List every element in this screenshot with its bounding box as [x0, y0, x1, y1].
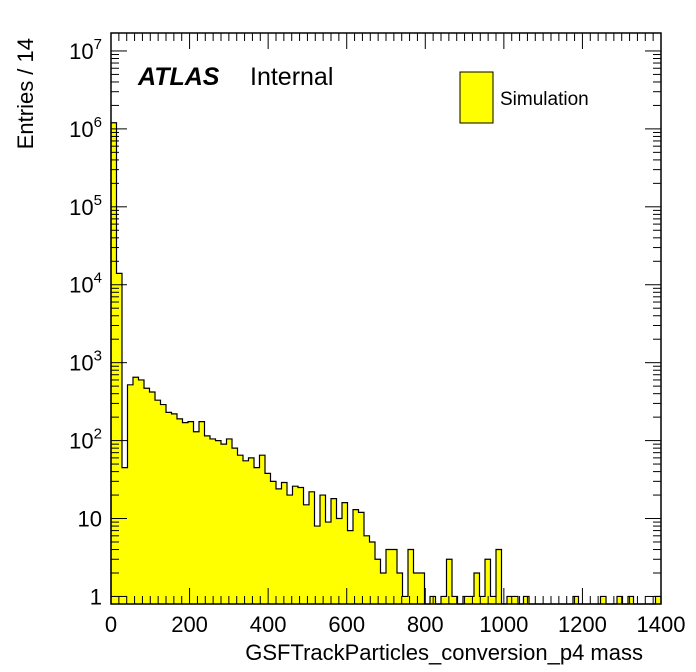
histogram-bar — [402, 596, 409, 604]
histogram-bar — [144, 388, 150, 604]
histogram-bar — [347, 530, 354, 604]
histogram-bar — [188, 421, 194, 604]
y-tick-label: 10 — [78, 507, 102, 532]
histogram-bar — [276, 488, 282, 604]
histogram-bar — [221, 444, 227, 604]
histogram-bar — [325, 522, 332, 604]
histogram-bar — [149, 392, 156, 604]
histogram-bar — [512, 596, 519, 604]
x-axis-ticks: 0 200 400 600 800 1000 1200 1400 — [105, 33, 686, 637]
histogram-bar — [358, 512, 365, 604]
histogram-bar — [397, 572, 403, 604]
histogram-bar — [369, 541, 376, 604]
histogram-bar — [617, 596, 623, 604]
histogram-bar — [523, 596, 530, 604]
histogram-bar — [243, 460, 249, 604]
histogram-bar — [375, 559, 381, 604]
x-tick-label: 0 — [105, 612, 117, 637]
histogram-bar — [254, 467, 260, 604]
histogram-bar — [386, 549, 392, 604]
atlas-label: ATLAS — [137, 63, 220, 91]
histogram-bar — [281, 482, 288, 604]
histogram-bar — [292, 486, 299, 604]
y-axis-title: Entries / 14 — [13, 38, 38, 149]
atlas-status-label: Internal — [250, 63, 333, 91]
histogram-bar — [452, 596, 458, 604]
legend-swatch — [459, 71, 494, 124]
histogram-bar — [320, 495, 326, 604]
histogram-bar — [298, 487, 304, 604]
histogram-bar — [160, 404, 167, 604]
histogram-bar — [468, 596, 475, 604]
histogram-bar — [122, 467, 128, 604]
histogram-bar — [215, 440, 222, 604]
histogram-bar — [303, 504, 310, 604]
histogram-bar — [259, 455, 266, 604]
histogram-bar — [507, 596, 513, 604]
histogram-bar — [309, 491, 315, 604]
x-tick-label: 600 — [328, 612, 365, 637]
histogram-bar — [628, 596, 634, 604]
histogram-bar — [441, 596, 447, 604]
histogram-bar — [413, 572, 420, 604]
histogram-bar — [177, 418, 183, 604]
histogram-bar — [485, 559, 491, 604]
histogram-bar — [265, 473, 271, 604]
x-tick-label: 1400 — [637, 612, 686, 637]
x-tick-label: 1000 — [479, 612, 528, 637]
histogram-bar — [474, 572, 480, 604]
histogram-bar — [463, 596, 469, 604]
histogram-bar — [496, 549, 502, 604]
histogram-bar — [479, 596, 486, 604]
histogram-bar — [314, 526, 321, 604]
x-tick-label: 800 — [407, 612, 444, 637]
x-tick-label: 400 — [250, 612, 287, 637]
x-axis-title: GSFTrackParticles_conversion_p4 mass — [245, 640, 643, 665]
histogram-bar — [248, 457, 255, 604]
histogram-bars — [111, 122, 662, 605]
x-tick-label: 200 — [171, 612, 208, 637]
histogram-bar — [600, 596, 607, 604]
histogram-bar — [270, 481, 277, 604]
histogram-bar — [655, 596, 662, 604]
histogram-bar — [226, 438, 233, 604]
y-tick-label: 1 — [90, 584, 102, 609]
histogram-bar — [573, 596, 579, 604]
histogram-bar — [342, 502, 348, 604]
histogram-bar — [138, 379, 145, 604]
histogram-bar — [204, 435, 211, 604]
histogram-bar — [155, 400, 161, 604]
histogram-bar — [408, 549, 414, 604]
legend-label: Simulation — [500, 89, 589, 110]
histogram-bar — [419, 572, 425, 604]
histogram-bar — [331, 498, 337, 604]
histogram-bar — [391, 549, 398, 604]
histogram-bar — [116, 273, 123, 604]
histogram-bar — [193, 431, 200, 604]
histogram-bar — [287, 495, 293, 604]
histogram-bar — [210, 438, 216, 604]
histogram-bar — [199, 421, 205, 604]
histogram-bar — [171, 413, 178, 604]
histogram-bar — [490, 596, 497, 604]
histogram-bar — [446, 559, 453, 604]
histogram-bar — [353, 509, 359, 604]
histogram-bar — [166, 412, 172, 604]
histogram-bar — [182, 422, 189, 604]
histogram-bar — [364, 535, 370, 604]
histogram-bar — [232, 448, 238, 604]
histogram-bar — [133, 377, 139, 604]
histogram-bar — [336, 518, 343, 604]
histogram-bar — [237, 455, 244, 604]
histogram-bar — [380, 572, 387, 604]
histogram-bar — [127, 384, 134, 604]
x-tick-label: 1200 — [558, 612, 607, 637]
histogram-bar — [111, 122, 117, 605]
